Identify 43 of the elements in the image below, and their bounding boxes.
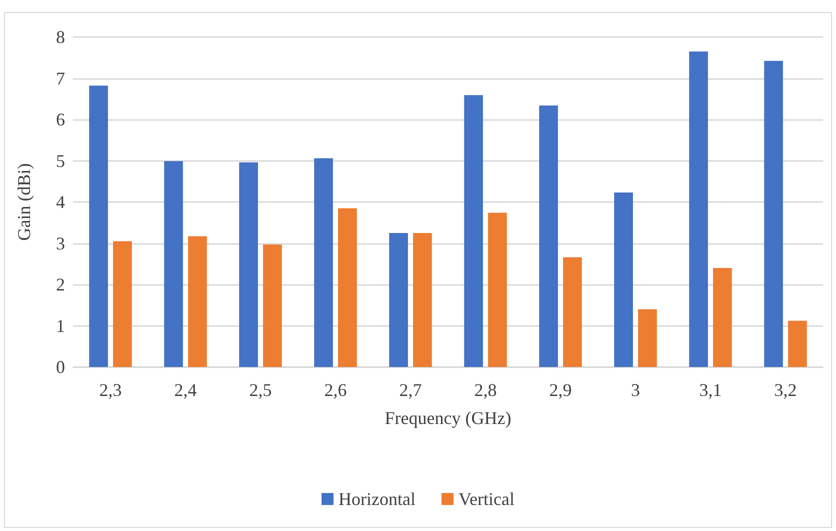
- y-tick-label: 6: [56, 110, 65, 130]
- x-tick-label: 2,5: [249, 380, 272, 400]
- y-tick-label: 4: [56, 192, 65, 212]
- x-axis-title: Frequency (GHz): [384, 408, 512, 428]
- bar: [788, 320, 807, 367]
- bar: [188, 236, 207, 367]
- y-tick-label: 0: [56, 357, 65, 377]
- x-tick-label: 2,8: [474, 380, 497, 400]
- bar: [764, 60, 783, 367]
- x-tick-label: 2,3: [99, 380, 122, 400]
- x-tick-label: 3: [631, 380, 640, 400]
- y-axis-title: Gain (dBi): [14, 163, 34, 241]
- bar: [488, 212, 507, 367]
- bar: [89, 86, 108, 367]
- y-tick-label: 1: [56, 316, 65, 336]
- bar: [164, 161, 183, 367]
- x-tick-label: 3,1: [699, 380, 722, 400]
- bar: [338, 208, 357, 367]
- bar: [239, 162, 258, 367]
- y-tick-label: 2: [56, 274, 65, 294]
- y-tick-label: 3: [56, 233, 65, 254]
- y-tick-label: 8: [56, 27, 65, 47]
- x-tick-label: 2,9: [549, 380, 572, 400]
- bar: [563, 257, 582, 367]
- x-tick-label: 3,2: [774, 380, 797, 400]
- bar: [314, 158, 333, 367]
- bar: [713, 268, 732, 367]
- x-tick-label: 2,6: [324, 380, 347, 400]
- bar: [689, 51, 708, 367]
- bar: [614, 192, 633, 367]
- bar: [113, 241, 132, 367]
- legend-label: Horizontal: [338, 489, 416, 509]
- bar: [389, 232, 408, 367]
- bar: [263, 244, 282, 367]
- legend-label: Vertical: [458, 489, 514, 509]
- x-tick-label: 2,4: [174, 380, 197, 400]
- y-tick-label: 5: [56, 150, 65, 171]
- bar: [539, 105, 558, 367]
- y-tick-label: 7: [56, 68, 65, 88]
- bar: [638, 309, 657, 367]
- bar: [464, 95, 483, 367]
- x-tick-label: 2,7: [399, 380, 422, 400]
- bar: [413, 232, 432, 367]
